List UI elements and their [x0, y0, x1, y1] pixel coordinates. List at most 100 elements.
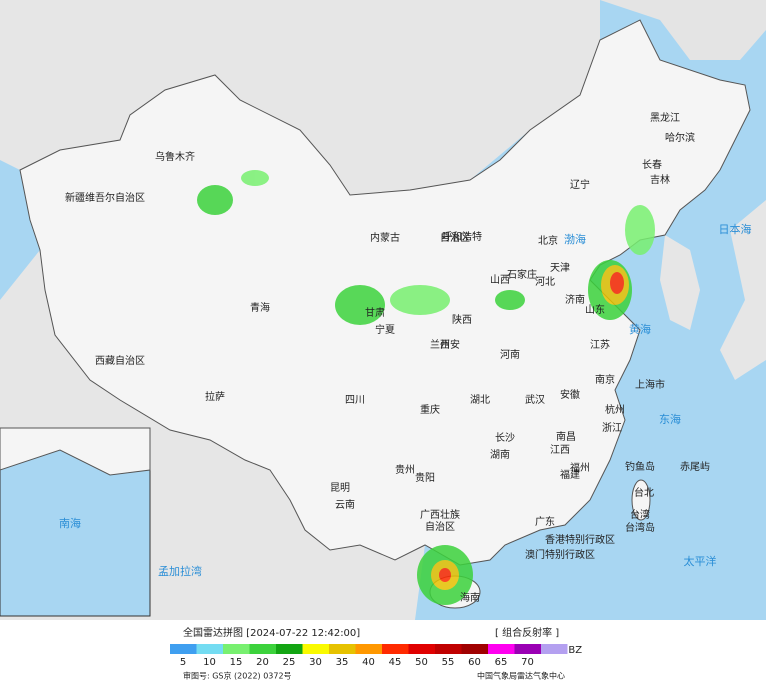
map-label: 贵州	[395, 463, 415, 476]
map-label: 福州	[570, 461, 590, 474]
legend-swatch	[249, 644, 276, 654]
taiwan	[631, 479, 651, 521]
map-label: 自治区	[440, 231, 470, 244]
map-label: 武汉	[525, 393, 545, 406]
map-label: 内蒙古	[370, 231, 400, 244]
legend-value: 20	[256, 657, 269, 668]
map-label: 乌鲁木齐	[155, 150, 195, 163]
legend-swatch	[541, 644, 568, 654]
map-label: 呼和浩特	[442, 231, 482, 243]
map-label: 济南	[565, 293, 585, 306]
map-label: 东海	[659, 412, 681, 426]
map-label: 广东	[535, 515, 555, 528]
legend-value: 40	[362, 657, 375, 668]
map-label: 河南	[500, 348, 520, 361]
map-label: 广西壮族	[420, 508, 460, 521]
legend-value: 45	[389, 657, 402, 668]
legend-swatch	[170, 644, 197, 654]
map-label: 兰州	[430, 338, 450, 351]
map-label: 西安	[440, 338, 460, 351]
map-label: 西藏自治区	[95, 354, 145, 367]
source: 中国气象局雷达气象中心	[477, 671, 565, 681]
map-label: 太平洋	[684, 554, 717, 568]
legend-value: 15	[230, 657, 243, 668]
map-label: 四川	[345, 395, 365, 406]
map-label: 长春	[642, 159, 662, 171]
legend-swatch	[408, 644, 435, 654]
map-label: 陕西	[452, 313, 472, 326]
legend-value: 35	[336, 657, 349, 668]
map-label: 台湾	[630, 508, 650, 521]
map-label: 哈尔滨	[665, 131, 695, 144]
legend-scale: 5 10 15 20 25 30 35 40 45 50 55 60 65 70	[170, 644, 568, 668]
map-label: 海南	[460, 591, 480, 604]
map-label: 河北	[535, 276, 555, 288]
legend-value: 30	[309, 657, 322, 668]
map-label: 香港特别行政区	[545, 533, 615, 546]
map-label: 钓鱼岛	[625, 460, 655, 473]
legend-value: 70	[521, 657, 534, 668]
map-label: 青海	[250, 301, 270, 314]
map-label: 北京	[538, 234, 558, 247]
map-label: 石家庄	[507, 268, 537, 281]
map-label: 澳门特别行政区	[525, 548, 595, 561]
map-label: 天津	[550, 262, 570, 274]
legend-swatch	[382, 644, 409, 654]
map-label: 杭州	[605, 403, 625, 416]
map-label: 南海	[59, 516, 81, 530]
map-label: 湖南	[490, 448, 510, 461]
legend-product: [ 组合反射率 ]	[495, 626, 559, 639]
legend-value: 50	[415, 657, 428, 668]
map-label: 上海市	[635, 378, 665, 391]
legend-value: 65	[495, 657, 508, 668]
map-label: 长沙	[495, 432, 515, 444]
legend-title: 全国雷达拼图 [2024-07-22 12:42:00]	[183, 626, 360, 639]
map-label: 新疆维吾尔自治区	[65, 191, 145, 204]
approval-number: 审图号: GS京 (2022) 0372号	[183, 671, 292, 681]
map-label: 南京	[595, 373, 615, 386]
legend-value: 60	[468, 657, 481, 668]
map-label: 云南	[335, 498, 355, 511]
map-label: 山东	[585, 303, 605, 316]
map-label: 黑龙江	[650, 111, 680, 124]
foreign-land	[0, 0, 766, 60]
legend-swatch	[223, 644, 250, 654]
map-label: 拉萨	[205, 390, 225, 403]
legend-swatch	[196, 644, 223, 654]
map-label: 重庆	[420, 403, 440, 416]
map-label: 吉林	[650, 173, 670, 186]
map-label: 日本海	[719, 222, 752, 236]
map-label: 孟加拉湾	[158, 564, 202, 578]
legend-swatch	[514, 644, 541, 654]
map-label: 黄海	[629, 322, 651, 336]
map-label: 自治区	[425, 520, 455, 533]
map-label: 辽宁	[570, 178, 590, 191]
legend-swatch	[329, 644, 356, 654]
korea	[660, 235, 700, 330]
map-label: 安徽	[560, 388, 580, 401]
legend-swatch	[302, 644, 329, 654]
map-label: 甘肃	[365, 306, 385, 319]
legend-value: 55	[442, 657, 455, 668]
legend-unit: dBZ	[562, 645, 582, 656]
japan	[720, 200, 766, 380]
map-label: 南昌	[556, 430, 576, 443]
legend-swatch	[276, 644, 303, 654]
map-label: 昆明	[330, 482, 350, 494]
legend-swatch	[355, 644, 382, 654]
map-label: 渤海	[564, 232, 586, 246]
map-label: 贵阳	[415, 471, 435, 484]
map-label: 湖北	[470, 394, 490, 406]
map-label: 江西	[550, 444, 570, 456]
map-label: 台北	[634, 486, 654, 499]
map-label: 山西	[490, 274, 510, 286]
map-label: 江苏	[590, 338, 610, 351]
map-label: 台湾岛	[625, 521, 655, 534]
legend-value: 10	[203, 657, 216, 668]
foreign-land	[0, 0, 600, 195]
map-label: 福建	[560, 468, 580, 481]
legend-value: 5	[180, 657, 186, 668]
map-label: 赤尾屿	[680, 461, 710, 473]
